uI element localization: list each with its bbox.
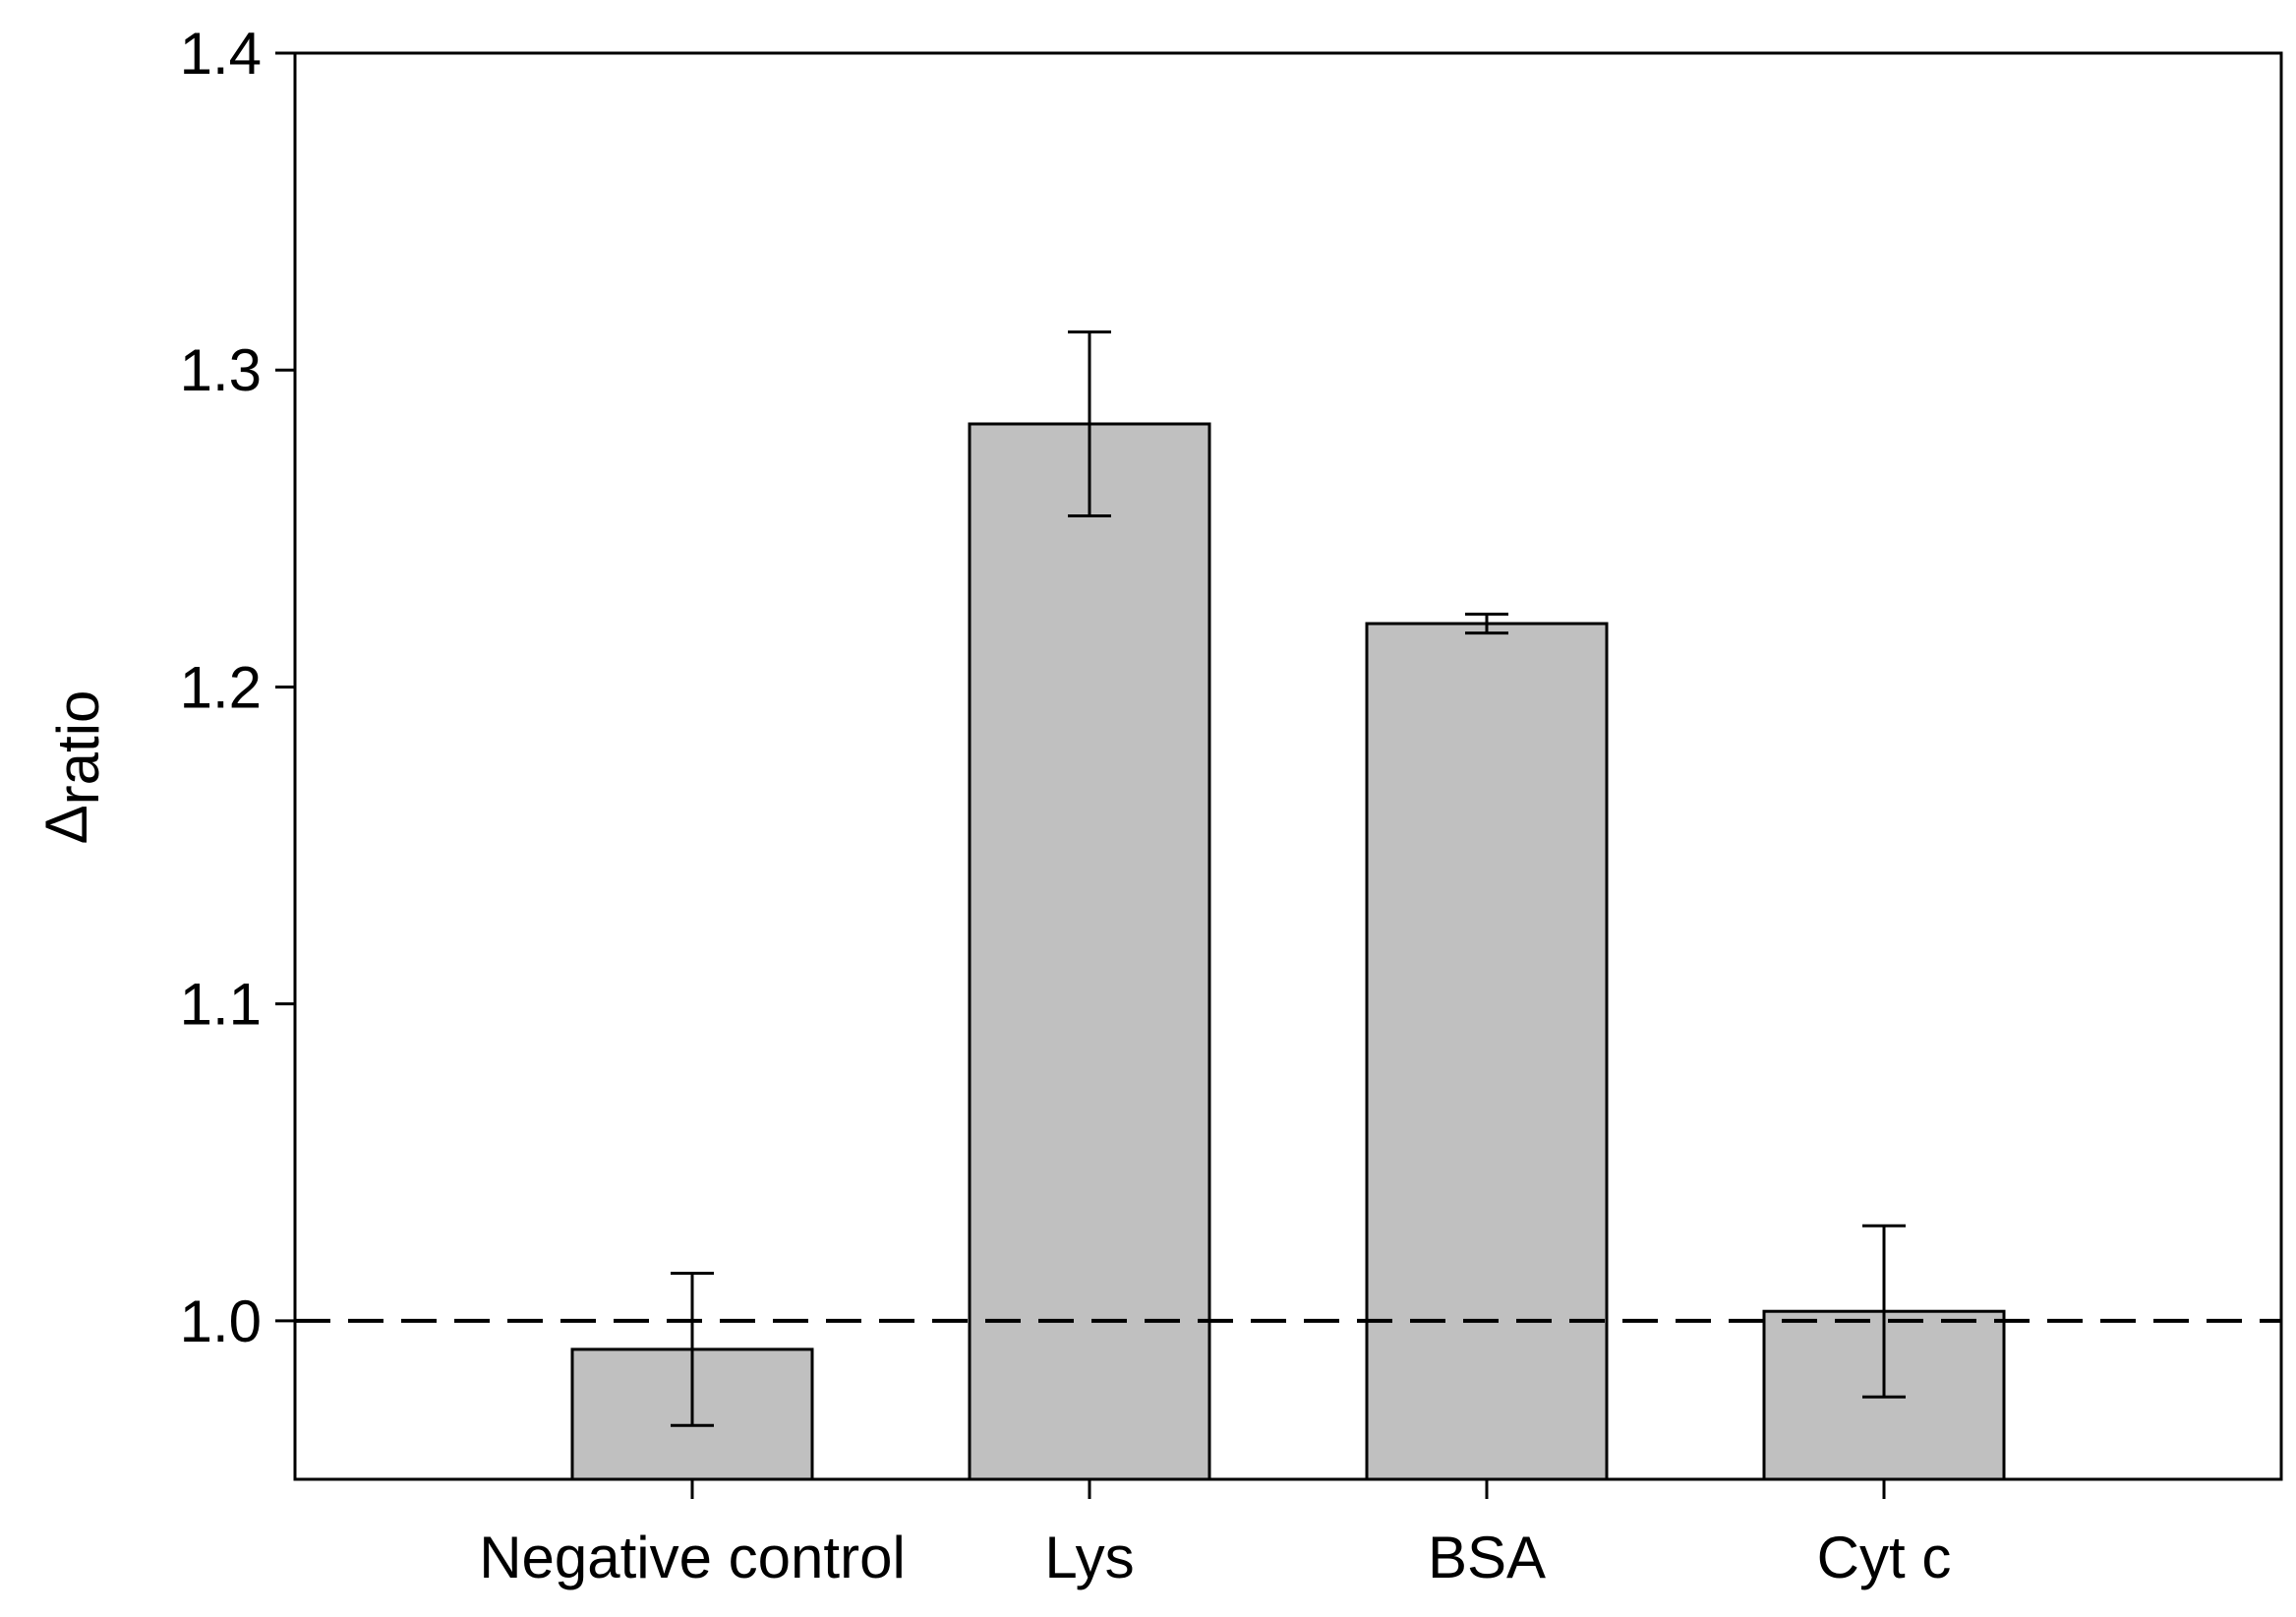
bar-2 [1365,622,1609,1481]
y-axis-title-subscript: ratio [45,690,111,806]
y-tick-label-1: 1.1 [180,972,262,1038]
x-tick-label-3: Cyt c [1817,1525,1952,1590]
error-bars-group [671,330,1906,1427]
x-tick-label-2: BSA [1428,1525,1546,1590]
y-tick-label-4: 1.4 [180,21,262,87]
y-axis-title-symbol: Δ [33,805,99,844]
y-tick-label-3: 1.3 [180,337,262,403]
plot-frame [293,51,2283,1481]
x-tick-label-1: Lys [1044,1525,1134,1590]
x-tick-label-0: Negative control [479,1525,906,1590]
y-axis-title: Δratio [33,690,111,845]
x-axis: Negative control Lys BSA Cyt c [479,1479,1951,1590]
y-axis: 1.0 1.1 1.2 1.3 1.4 [180,21,295,1354]
y-tick-label-2: 1.2 [180,654,262,720]
y-tick-label-0: 1.0 [180,1288,262,1354]
